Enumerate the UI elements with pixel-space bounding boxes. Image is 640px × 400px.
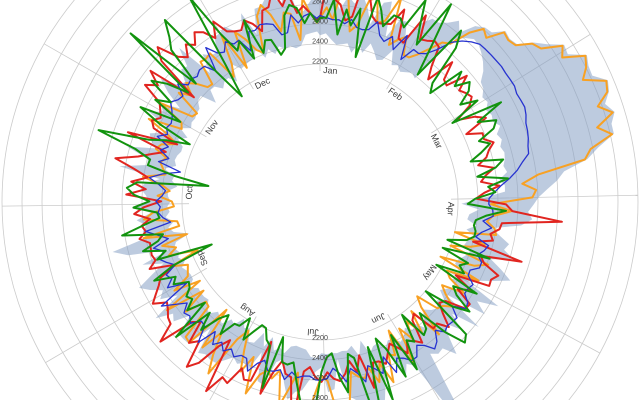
svg-text:2200: 2200 (312, 334, 328, 342)
svg-text:Apr: Apr (446, 202, 457, 216)
svg-text:Jan: Jan (323, 65, 338, 76)
svg-text:2800: 2800 (312, 394, 328, 400)
svg-text:2400: 2400 (312, 354, 328, 362)
svg-text:Jul: Jul (307, 327, 319, 338)
svg-text:2600: 2600 (312, 374, 328, 382)
svg-text:2600: 2600 (312, 18, 328, 26)
svg-text:2200: 2200 (312, 58, 328, 66)
svg-text:2800: 2800 (312, 0, 328, 6)
svg-text:Oct: Oct (184, 185, 195, 200)
svg-text:2400: 2400 (312, 38, 328, 46)
